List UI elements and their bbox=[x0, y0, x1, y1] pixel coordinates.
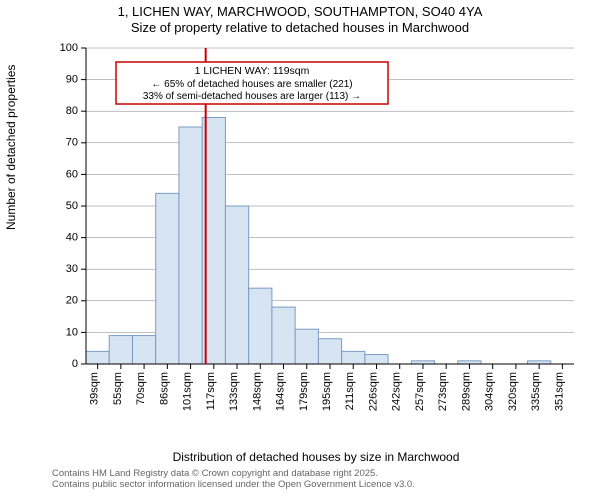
svg-text:30: 30 bbox=[66, 263, 78, 275]
y-axis-label: Number of detached properties bbox=[4, 65, 18, 230]
svg-text:20: 20 bbox=[66, 295, 78, 307]
bar bbox=[86, 351, 109, 364]
x-tick-label: 335sqm bbox=[530, 372, 542, 411]
x-tick-label: 179sqm bbox=[298, 372, 310, 411]
callout-line3: 33% of semi-detached houses are larger (… bbox=[143, 91, 361, 102]
x-tick-label: 226sqm bbox=[367, 372, 379, 411]
svg-text:10: 10 bbox=[66, 326, 78, 338]
x-axis-label: Distribution of detached houses by size … bbox=[173, 450, 460, 464]
x-tick-label: 117sqm bbox=[205, 372, 217, 410]
bar bbox=[272, 307, 295, 364]
x-tick-label: 164sqm bbox=[275, 372, 287, 411]
bar bbox=[225, 206, 248, 364]
x-tick-label: 211sqm bbox=[344, 372, 356, 410]
bar bbox=[318, 339, 341, 364]
svg-text:60: 60 bbox=[66, 168, 78, 180]
x-tick-label: 101sqm bbox=[182, 372, 194, 411]
x-tick-label: 39sqm bbox=[89, 372, 101, 405]
x-tick-label: 242sqm bbox=[391, 372, 403, 411]
x-tick-label: 289sqm bbox=[460, 372, 472, 411]
x-tick-label: 195sqm bbox=[321, 372, 333, 411]
x-tick-label: 257sqm bbox=[414, 372, 426, 411]
svg-text:50: 50 bbox=[66, 200, 78, 212]
chart-plot: 0 10 20 30 40 50 60 70 80 90 100 39sqm 55sqm 70sqm 86s… bbox=[52, 42, 580, 412]
bar bbox=[132, 336, 155, 364]
bar bbox=[179, 127, 202, 364]
bar bbox=[109, 336, 132, 364]
svg-text:40: 40 bbox=[66, 232, 78, 244]
x-tick-label: 55sqm bbox=[112, 372, 124, 405]
svg-text:0: 0 bbox=[72, 358, 78, 370]
svg-text:70: 70 bbox=[66, 137, 78, 149]
bar bbox=[342, 351, 365, 364]
title-line2: Size of property relative to detached ho… bbox=[0, 20, 600, 36]
callout-line2: ← 65% of detached houses are smaller (22… bbox=[151, 79, 352, 90]
x-tick-label: 320sqm bbox=[507, 372, 519, 411]
svg-text:80: 80 bbox=[66, 105, 78, 117]
x-tick-label: 351sqm bbox=[553, 372, 565, 411]
x-tick-label: 70sqm bbox=[135, 372, 147, 405]
bar bbox=[365, 355, 388, 364]
x-tick-label: 148sqm bbox=[251, 372, 263, 411]
bar bbox=[295, 329, 318, 364]
callout-line1: 1 LICHEN WAY: 119sqm bbox=[195, 65, 310, 77]
bar bbox=[156, 193, 179, 364]
attribution-line2: Contains public sector information licen… bbox=[52, 479, 592, 490]
svg-text:100: 100 bbox=[60, 42, 78, 54]
x-tick-label: 304sqm bbox=[484, 372, 496, 411]
x-tick-label: 133sqm bbox=[228, 372, 240, 411]
attribution-line1: Contains HM Land Registry data © Crown c… bbox=[52, 468, 592, 479]
title-line1: 1, LICHEN WAY, MARCHWOOD, SOUTHAMPTON, S… bbox=[0, 4, 600, 20]
x-tick-label: 86sqm bbox=[158, 372, 170, 405]
chart-svg: 0 10 20 30 40 50 60 70 80 90 100 39sqm 55sqm 70sqm 86s… bbox=[52, 42, 580, 412]
x-tick-label: 273sqm bbox=[437, 372, 449, 411]
bar bbox=[249, 288, 272, 364]
svg-text:90: 90 bbox=[66, 74, 78, 86]
